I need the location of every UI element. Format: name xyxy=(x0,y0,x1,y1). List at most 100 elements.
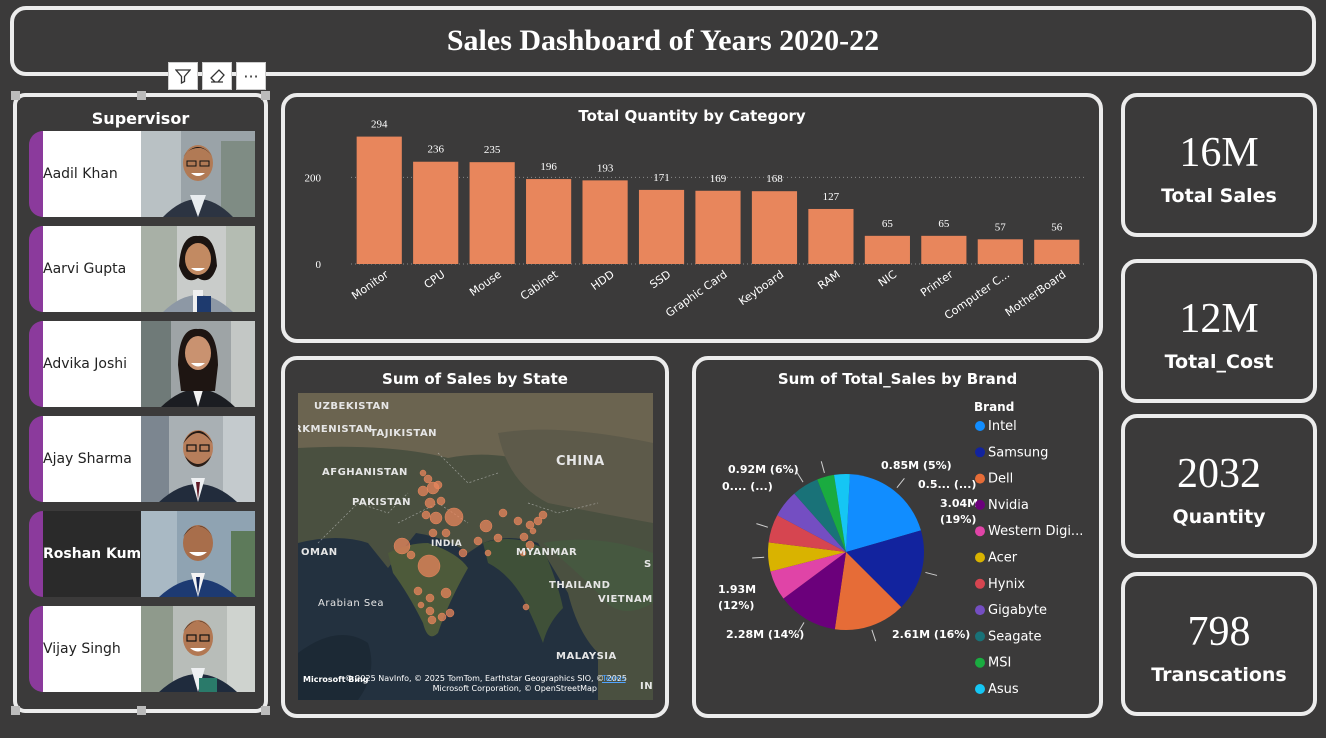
supervisor-slicer: Supervisor Aadil Khan Aarvi Gupta Advika… xyxy=(11,91,270,715)
pie-data-label: (19%) xyxy=(940,513,976,526)
legend-label: Hynix xyxy=(988,577,1025,592)
legend-label: Seagate xyxy=(988,629,1042,644)
pie-data-label: 2.61M (16%) xyxy=(892,628,970,641)
legend-marker xyxy=(975,526,985,537)
state-map[interactable]: UZBEKISTAN RKMENISTAN TAJIKISTAN AFGHANI… xyxy=(298,393,653,700)
data-label: 196 xyxy=(540,161,557,173)
bar xyxy=(582,180,628,264)
legend-marker xyxy=(975,657,985,668)
supervisor-card[interactable]: Ajay Sharma xyxy=(29,416,255,502)
kpi-value: 798 xyxy=(1187,609,1251,655)
map-label: MALAYSIA xyxy=(556,651,617,662)
x-tick-label: Monitor xyxy=(349,268,391,303)
legend-label: Asus xyxy=(988,682,1019,697)
supervisor-name: Roshan Kum... xyxy=(43,546,141,562)
leader-line xyxy=(752,556,765,559)
supervisor-card[interactable]: Aarvi Gupta xyxy=(29,226,255,312)
supervisor-name: Advika Joshi xyxy=(43,356,128,372)
legend-label: Western Digi... xyxy=(988,524,1083,539)
page-title: Sales Dashboard of Years 2020-22 xyxy=(446,24,880,57)
map-label: VIETNAM xyxy=(598,594,653,605)
supervisor-card-selected[interactable]: Roshan Kum... xyxy=(29,511,255,597)
supervisor-photo xyxy=(141,131,255,217)
x-tick-label: Graphic Card xyxy=(663,268,729,320)
filter-icon[interactable] xyxy=(168,62,198,90)
kpi-total-cost: 12M Total_Cost xyxy=(1121,259,1317,403)
map-label: TAJIKISTAN xyxy=(370,428,438,439)
pie-slice xyxy=(768,542,846,572)
resize-handle[interactable] xyxy=(137,706,146,715)
x-tick-label: HDD xyxy=(589,268,617,293)
map-label: RKMENISTAN xyxy=(298,424,373,435)
more-options-button[interactable]: ··· xyxy=(236,62,266,90)
legend-label: Samsung xyxy=(988,445,1048,460)
legend-label: MSI xyxy=(988,656,1011,671)
supervisor-title: Supervisor xyxy=(91,109,190,128)
supervisor-name: Vijay Singh xyxy=(43,641,121,657)
data-label: 65 xyxy=(882,218,894,230)
legend-marker xyxy=(975,578,985,589)
y-tick-label: 200 xyxy=(305,172,322,184)
map-label: CHINA xyxy=(556,454,605,469)
supervisor-photo xyxy=(141,226,255,312)
map-attribution-line: © 2025 NavInfo, © 2025 TomTom, Earthstar… xyxy=(344,674,627,683)
map-attribution-line: Microsoft Corporation, © OpenStreetMap xyxy=(432,684,597,693)
supervisor-name: Aarvi Gupta xyxy=(43,261,127,277)
y-tick-label: 0 xyxy=(316,259,322,271)
resize-handle[interactable] xyxy=(261,91,270,100)
map-label: MYANMAR xyxy=(516,547,578,558)
data-label: 171 xyxy=(653,172,670,184)
brand-chart-panel: Sum of Total_Sales by Brand 3.04M (19%) 2.… xyxy=(692,356,1103,718)
pie-data-label: 0.... (...) xyxy=(722,480,773,493)
resize-handle[interactable] xyxy=(11,91,20,100)
legend-marker xyxy=(975,552,985,563)
kpi-label: Total Sales xyxy=(1161,185,1277,207)
brand-pie-chart[interactable]: 3.04M (19%) 2.61M (16%) 2.28M (14%) 1.93M (12… xyxy=(696,360,1099,714)
map-label: AFGHANISTAN xyxy=(322,467,408,478)
category-bar-chart[interactable]: 0 200 294 Monitor 236 CPU 235 Mouse 196 Cabinet 19… xyxy=(285,97,1099,339)
state-map-title: Sum of Sales by State xyxy=(382,370,568,388)
kpi-value: 16M xyxy=(1179,130,1259,176)
supervisor-photo xyxy=(141,606,255,692)
map-label: INDIA xyxy=(431,539,463,549)
pie-slice xyxy=(794,479,846,552)
supervisor-card[interactable]: Advika Joshi xyxy=(29,321,255,407)
legend-label: Acer xyxy=(988,551,1018,566)
map-label: Arabian Sea xyxy=(318,598,384,609)
supervisor-photo xyxy=(141,416,255,502)
eraser-icon[interactable] xyxy=(202,62,232,90)
kpi-value: 12M xyxy=(1179,296,1259,342)
map-terms-link[interactable]: Terms xyxy=(602,674,626,683)
supervisor-card[interactable]: Vijay Singh xyxy=(29,606,255,692)
legend-marker xyxy=(975,473,985,484)
pie-slice xyxy=(783,552,846,630)
leader-line xyxy=(925,571,938,576)
legend-label: Nvidia xyxy=(988,498,1029,513)
bar xyxy=(808,208,854,264)
bar xyxy=(864,235,910,264)
data-label: 57 xyxy=(995,221,1007,233)
data-label: 235 xyxy=(484,144,501,156)
resize-handle[interactable] xyxy=(261,706,270,715)
bar xyxy=(356,136,402,264)
visual-toolbar: ··· xyxy=(168,62,266,90)
legend-label: Intel xyxy=(988,419,1017,434)
bing-logo: Microsoft Bing xyxy=(303,675,369,684)
supervisor-card[interactable]: Aadil Khan xyxy=(29,131,255,217)
legend-marker xyxy=(975,631,985,642)
pie-slice xyxy=(846,530,924,608)
legend-label: Gigabyte xyxy=(988,603,1047,618)
map-label: PAKISTAN xyxy=(352,497,411,508)
pie-data-label: 0.5... (...) xyxy=(918,478,976,491)
x-tick-label: NIC xyxy=(876,268,899,290)
leader-line xyxy=(796,471,804,483)
resize-handle[interactable] xyxy=(137,91,146,100)
bar xyxy=(638,189,685,264)
map-label: OMAN xyxy=(301,547,338,558)
resize-handle[interactable] xyxy=(11,706,20,715)
data-label: 193 xyxy=(597,162,614,174)
kpi-total-sales: 16M Total Sales xyxy=(1121,93,1317,237)
bar xyxy=(469,162,515,264)
data-label: 169 xyxy=(710,173,727,185)
bar xyxy=(977,239,1023,264)
